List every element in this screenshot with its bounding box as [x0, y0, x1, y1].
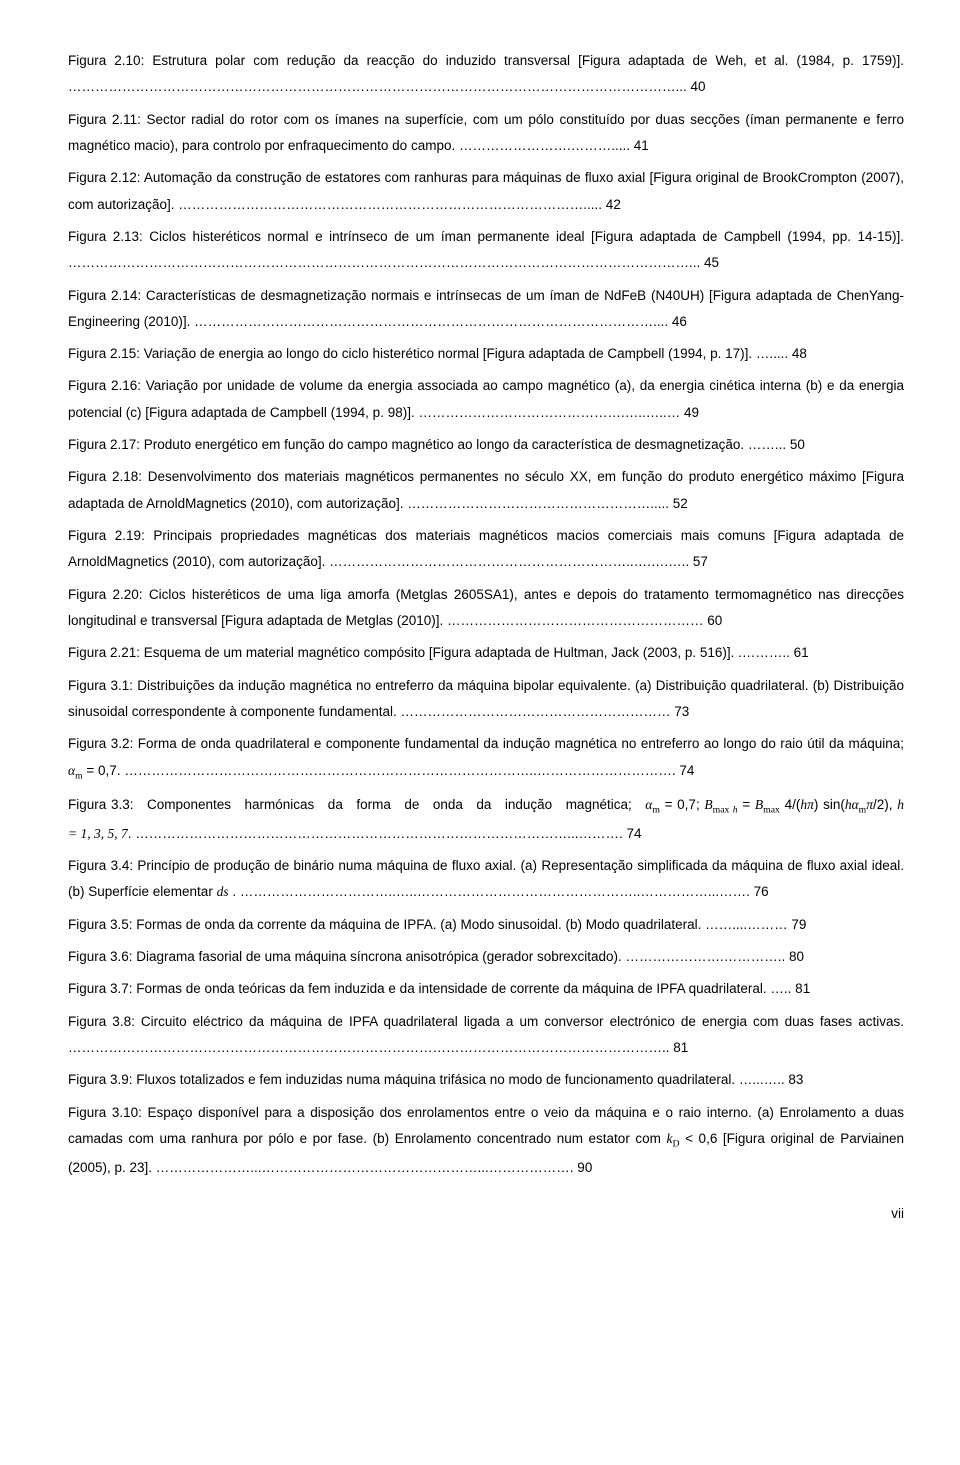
figure-entry: Figura 2.10: Estrutura polar com redução…: [68, 48, 904, 101]
figure-entry: Figura 2.19: Principais propriedades mag…: [68, 523, 904, 576]
figure-entry: Figura 2.11: Sector radial do rotor com …: [68, 107, 904, 160]
figure-entry: Figura 3.6: Diagrama fasorial de uma máq…: [68, 944, 904, 970]
figure-entry: Figura 3.1: Distribuições da indução mag…: [68, 673, 904, 726]
figure-entry: Figura 3.8: Circuito eléctrico da máquin…: [68, 1009, 904, 1062]
figure-entry: Figura 2.16: Variação por unidade de vol…: [68, 373, 904, 426]
figure-entry: Figura 3.4: Princípio de produção de bin…: [68, 853, 904, 906]
figure-entry: Figura 2.18: Desenvolvimento dos materia…: [68, 464, 904, 517]
figure-entry: Figura 2.12: Automação da construção de …: [68, 165, 904, 218]
figure-entry: Figura 3.7: Formas de onda teóricas da f…: [68, 976, 904, 1002]
figure-entry: Figura 2.15: Variação de energia ao long…: [68, 341, 904, 367]
figure-entry: Figura 3.5: Formas de onda da corrente d…: [68, 912, 904, 938]
figure-entry: Figura 2.17: Produto energético em funçã…: [68, 432, 904, 458]
figure-entry: Figura 3.9: Fluxos totalizados e fem ind…: [68, 1067, 904, 1093]
figure-entry: Figura 2.14: Características de desmagne…: [68, 283, 904, 336]
figure-entry: Figura 3.3: Componentes harmónicas da fo…: [68, 792, 904, 847]
figure-entry: Figura 3.2: Forma de onda quadrilateral …: [68, 731, 904, 786]
figure-entry: Figura 2.13: Ciclos histeréticos normal …: [68, 224, 904, 277]
figure-list: Figura 2.10: Estrutura polar com redução…: [68, 48, 904, 1181]
figure-entry: Figura 2.20: Ciclos histeréticos de uma …: [68, 582, 904, 635]
figure-entry: Figura 2.21: Esquema de um material magn…: [68, 640, 904, 666]
page-number: vii: [68, 1201, 904, 1227]
figure-entry: Figura 3.10: Espaço disponível para a di…: [68, 1100, 904, 1181]
